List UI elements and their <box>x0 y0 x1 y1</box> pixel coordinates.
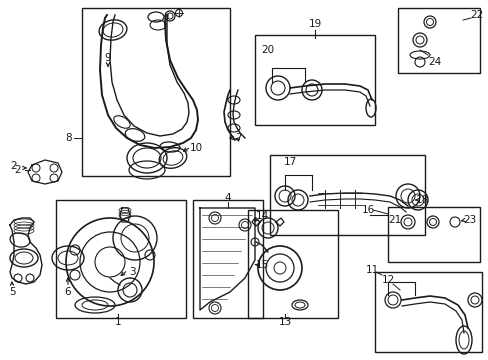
Text: 15: 15 <box>255 260 268 270</box>
Text: 19: 19 <box>308 19 321 29</box>
Bar <box>193 200 263 318</box>
Text: 24: 24 <box>427 57 441 67</box>
Bar <box>397 8 479 73</box>
Text: 12: 12 <box>381 275 394 285</box>
Bar <box>82 8 229 176</box>
Text: 7: 7 <box>234 133 241 143</box>
Text: 4: 4 <box>224 193 231 203</box>
Text: 10: 10 <box>189 143 202 153</box>
Bar <box>254 35 374 125</box>
Bar <box>56 200 185 318</box>
Text: 21: 21 <box>387 215 401 225</box>
Text: 9: 9 <box>104 53 111 63</box>
Text: 5: 5 <box>9 287 15 297</box>
Text: 2: 2 <box>15 165 21 175</box>
Text: 3: 3 <box>128 267 135 277</box>
Bar <box>387 207 479 262</box>
Text: 23: 23 <box>463 215 476 225</box>
Text: 18: 18 <box>414 195 428 205</box>
Text: 2: 2 <box>11 161 17 171</box>
Text: 6: 6 <box>64 287 71 297</box>
Text: 20: 20 <box>261 45 274 55</box>
Text: 14: 14 <box>255 211 268 221</box>
Text: 1: 1 <box>115 317 121 327</box>
Text: 11: 11 <box>365 265 378 275</box>
Bar <box>374 272 481 352</box>
Text: 8: 8 <box>65 133 72 143</box>
Bar <box>247 210 337 318</box>
Bar <box>269 155 424 235</box>
Text: 17: 17 <box>283 157 296 167</box>
Text: 13: 13 <box>278 317 291 327</box>
Text: 22: 22 <box>469 10 483 20</box>
Text: 16: 16 <box>361 205 374 215</box>
